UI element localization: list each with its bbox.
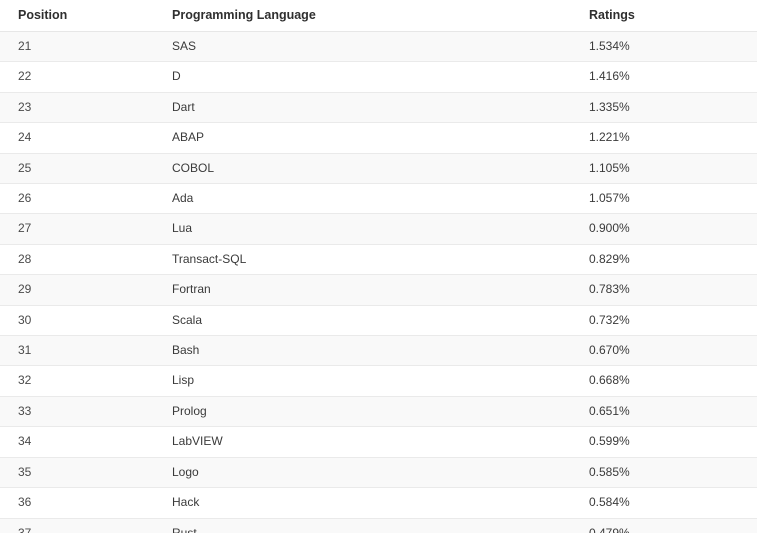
cell-position: 36 — [0, 487, 167, 519]
cell-programming-language: D — [167, 61, 588, 93]
table-row[interactable]: 21 SAS 1.534% — [0, 31, 757, 63]
cell-ratings: 0.584% — [588, 487, 757, 519]
column-header-position[interactable]: Position — [0, 0, 167, 32]
table-row[interactable]: 25 COBOL 1.105% — [0, 153, 757, 185]
table-row[interactable]: 23 Dart 1.335% — [0, 92, 757, 124]
cell-position: 37 — [0, 518, 167, 533]
table-body: 21 SAS 1.534% 22 D 1.416% 23 Dart 1.335% 24 ABAP 1.… — [0, 31, 757, 533]
cell-ratings: 0.829% — [588, 244, 757, 276]
column-header-ratings[interactable]: Ratings — [588, 0, 757, 32]
cell-position: 26 — [0, 183, 167, 215]
cell-position: 35 — [0, 457, 167, 489]
cell-programming-language: Transact-SQL — [167, 244, 588, 276]
table-row[interactable]: 31 Bash 0.670% — [0, 335, 757, 367]
table-header-row: Position Programming Language Ratings — [0, 0, 757, 32]
cell-programming-language: COBOL — [167, 153, 588, 185]
cell-ratings: 1.416% — [588, 61, 757, 93]
cell-position: 28 — [0, 244, 167, 276]
cell-programming-language: LabVIEW — [167, 426, 588, 458]
table-header: Position Programming Language Ratings — [0, 0, 757, 32]
cell-programming-language: Lisp — [167, 365, 588, 397]
cell-ratings: 0.585% — [588, 457, 757, 489]
table-row[interactable]: 35 Logo 0.585% — [0, 457, 757, 489]
cell-position: 30 — [0, 305, 167, 337]
table-row[interactable]: 29 Fortran 0.783% — [0, 274, 757, 306]
cell-position: 24 — [0, 122, 167, 154]
cell-position: 31 — [0, 335, 167, 367]
cell-ratings: 0.900% — [588, 213, 757, 245]
cell-position: 33 — [0, 396, 167, 428]
cell-position: 21 — [0, 31, 167, 63]
cell-ratings: 1.221% — [588, 122, 757, 154]
cell-position: 27 — [0, 213, 167, 245]
cell-ratings: 0.783% — [588, 274, 757, 306]
cell-ratings: 0.651% — [588, 396, 757, 428]
cell-position: 23 — [0, 92, 167, 124]
table-row[interactable]: 28 Transact-SQL 0.829% — [0, 244, 757, 276]
table-row[interactable]: 26 Ada 1.057% — [0, 183, 757, 215]
table-row[interactable]: 27 Lua 0.900% — [0, 213, 757, 245]
cell-programming-language: ABAP — [167, 122, 588, 154]
table-row[interactable]: 37 Rust 0.479% — [0, 518, 757, 533]
cell-ratings: 1.057% — [588, 183, 757, 215]
table-row[interactable]: 32 Lisp 0.668% — [0, 365, 757, 397]
cell-programming-language: Fortran — [167, 274, 588, 306]
table-row[interactable]: 24 ABAP 1.221% — [0, 122, 757, 154]
cell-programming-language: Rust — [167, 518, 588, 533]
cell-programming-language: Dart — [167, 92, 588, 124]
cell-position: 32 — [0, 365, 167, 397]
cell-ratings: 1.534% — [588, 31, 757, 63]
cell-ratings: 0.479% — [588, 518, 757, 533]
cell-position: 34 — [0, 426, 167, 458]
table-row[interactable]: 33 Prolog 0.651% — [0, 396, 757, 428]
cell-programming-language: SAS — [167, 31, 588, 63]
cell-position: 22 — [0, 61, 167, 93]
table-row[interactable]: 36 Hack 0.584% — [0, 487, 757, 519]
table-row[interactable]: 30 Scala 0.732% — [0, 305, 757, 337]
cell-position: 29 — [0, 274, 167, 306]
cell-programming-language: Logo — [167, 457, 588, 489]
table-row[interactable]: 22 D 1.416% — [0, 61, 757, 93]
cell-ratings: 0.670% — [588, 335, 757, 367]
cell-programming-language: Prolog — [167, 396, 588, 428]
cell-programming-language: Hack — [167, 487, 588, 519]
table-row[interactable]: 34 LabVIEW 0.599% — [0, 426, 757, 458]
cell-ratings: 0.668% — [588, 365, 757, 397]
cell-programming-language: Bash — [167, 335, 588, 367]
column-header-programming-language[interactable]: Programming Language — [167, 0, 588, 32]
cell-ratings: 0.732% — [588, 305, 757, 337]
cell-ratings: 1.105% — [588, 153, 757, 185]
cell-position: 25 — [0, 153, 167, 185]
cell-ratings: 0.599% — [588, 426, 757, 458]
cell-programming-language: Ada — [167, 183, 588, 215]
cell-programming-language: Scala — [167, 305, 588, 337]
cell-programming-language: Lua — [167, 213, 588, 245]
cell-ratings: 1.335% — [588, 92, 757, 124]
